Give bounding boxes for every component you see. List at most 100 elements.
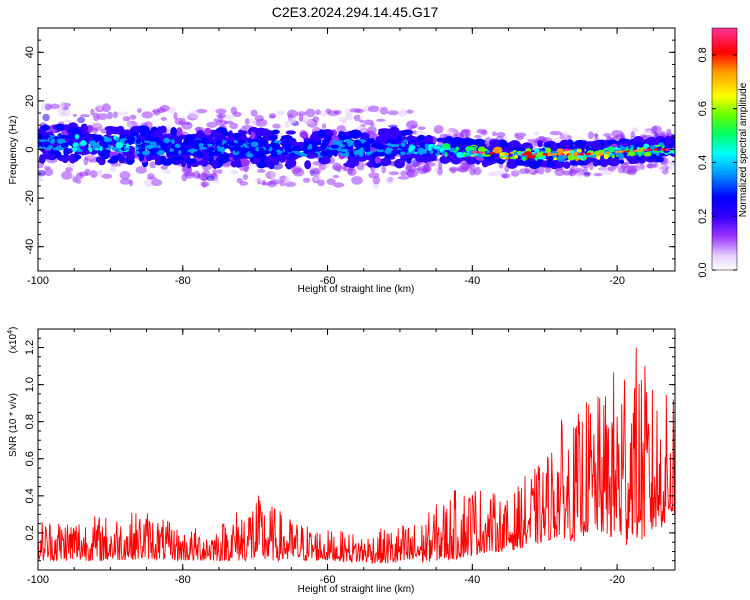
heatmap-cell: [198, 147, 208, 150]
heatmap-cell: [161, 158, 173, 166]
heatmap-cell: [69, 127, 80, 134]
heatmap-cell: [414, 147, 418, 153]
spectrogram-cells: [38, 101, 675, 189]
heatmap-cell: [441, 143, 451, 150]
heatmap-cell: [652, 125, 658, 134]
heatmap-cell: [657, 163, 667, 172]
heatmap-cell: [192, 170, 201, 180]
heatmap-cell: [534, 148, 540, 153]
heatmap-cell: [324, 149, 333, 156]
heatmap-cell: [234, 148, 239, 153]
heatmap-cell: [184, 171, 196, 179]
heatmap-cell: [119, 171, 131, 180]
heatmap-cell: [347, 168, 353, 175]
heatmap-cell: [425, 155, 433, 162]
heatmap-cell: [590, 152, 595, 155]
heatmap-cell: [244, 118, 250, 125]
heatmap-cell: [103, 143, 109, 148]
heatmap-cell: [417, 147, 425, 154]
heatmap-cell: [646, 148, 653, 151]
heatmap-cell: [52, 147, 59, 151]
heatmap-cell: [573, 151, 578, 157]
heatmap-cell: [624, 140, 632, 148]
heatmap-cell: [461, 128, 471, 133]
heatmap-cell: [533, 131, 540, 136]
heatmap-cell: [137, 108, 142, 113]
heatmap-cell: [185, 158, 196, 164]
heatmap-cell: [54, 124, 65, 132]
heatmap-cell: [160, 116, 167, 121]
heatmap-cell: [582, 154, 587, 161]
heatmap-cell: [653, 161, 658, 168]
heatmap-cell: [253, 178, 263, 183]
heatmap-cell: [109, 165, 116, 173]
heatmap-cell: [605, 151, 611, 154]
heatmap-cell: [112, 111, 118, 119]
heatmap-cell: [95, 148, 100, 151]
heatmap-cell: [666, 128, 672, 136]
heatmap-cell: [119, 178, 132, 185]
heatmap-cell: [217, 153, 230, 164]
heatmap-cell: [72, 142, 79, 148]
heatmap-cell: [353, 140, 362, 147]
heatmap-cell: [455, 146, 460, 151]
heatmap-cell: [643, 151, 652, 157]
heatmap-cell: [349, 129, 362, 139]
heatmap-cell: [669, 159, 675, 167]
snr-panel: -100 -80 -60 -40 -20 0.2 0.4 0.6 0.8 1.0 1.2 Heigh…: [7, 327, 676, 595]
heatmap-cell: [402, 139, 408, 143]
heatmap-cell: [248, 119, 256, 124]
heatmap-cell: [559, 153, 566, 156]
heatmap-cell: [205, 175, 215, 181]
heatmap-cell: [221, 131, 230, 136]
heatmap-cell: [200, 181, 210, 188]
heatmap-cell: [295, 145, 301, 152]
heatmap-cell: [629, 148, 634, 153]
heatmap-cell: [242, 173, 249, 180]
heatmap-cell: [141, 129, 154, 136]
heatmap-cell: [653, 148, 659, 151]
heatmap-cell: [106, 129, 113, 136]
heatmap-cell: [340, 148, 349, 153]
heatmap-cell: [283, 176, 291, 183]
heatmap-cell: [286, 109, 298, 119]
heatmap-cell: [585, 172, 591, 176]
heatmap-cell: [285, 158, 297, 168]
heatmap-cell: [66, 163, 76, 168]
heatmap-cell: [103, 137, 113, 143]
heatmap-cell: [303, 149, 312, 155]
heatmap-cell: [304, 160, 312, 170]
heatmap-cell: [108, 151, 119, 156]
heatmap-cell: [550, 153, 555, 156]
heatmap-cell: [502, 173, 508, 179]
colorbar-label: Normalized spectral amplitude: [738, 82, 749, 217]
heatmap-cell: [201, 169, 211, 178]
heatmap-cell: [124, 129, 131, 136]
heatmap-cell: [154, 157, 161, 163]
heatmap-cell: [237, 144, 241, 151]
heatmap-cell: [254, 114, 265, 122]
heatmap-cell: [400, 170, 407, 177]
heatmap-cell: [44, 135, 51, 138]
snr-multiplier: (x104): [7, 327, 19, 354]
heatmap-cell: [381, 145, 386, 149]
heatmap-cell: [388, 131, 399, 142]
heatmap-cell: [549, 130, 562, 136]
heatmap-cell: [321, 164, 330, 169]
heatmap-cell: [80, 139, 86, 147]
heatmap-cell: [400, 130, 414, 136]
heatmap-cell: [208, 151, 216, 157]
heatmap-cell: [250, 131, 256, 141]
heatmap-cell: [194, 139, 203, 144]
heatmap-cell: [356, 153, 368, 162]
heatmap-cell: [638, 149, 643, 152]
heatmap-cell: [311, 168, 322, 175]
heatmap-cell: [58, 111, 67, 117]
heatmap-cell: [269, 134, 278, 141]
heatmap-cell: [462, 151, 467, 157]
spectrogram-panel: -100 -80 -60 -40 -20 -40 -20 0 20 40 Height of st…: [8, 27, 676, 295]
y-tick-label: -40: [24, 239, 36, 255]
heatmap-cell: [212, 169, 218, 175]
heatmap-cell: [514, 154, 518, 159]
x-tick-label: -40: [464, 574, 480, 586]
